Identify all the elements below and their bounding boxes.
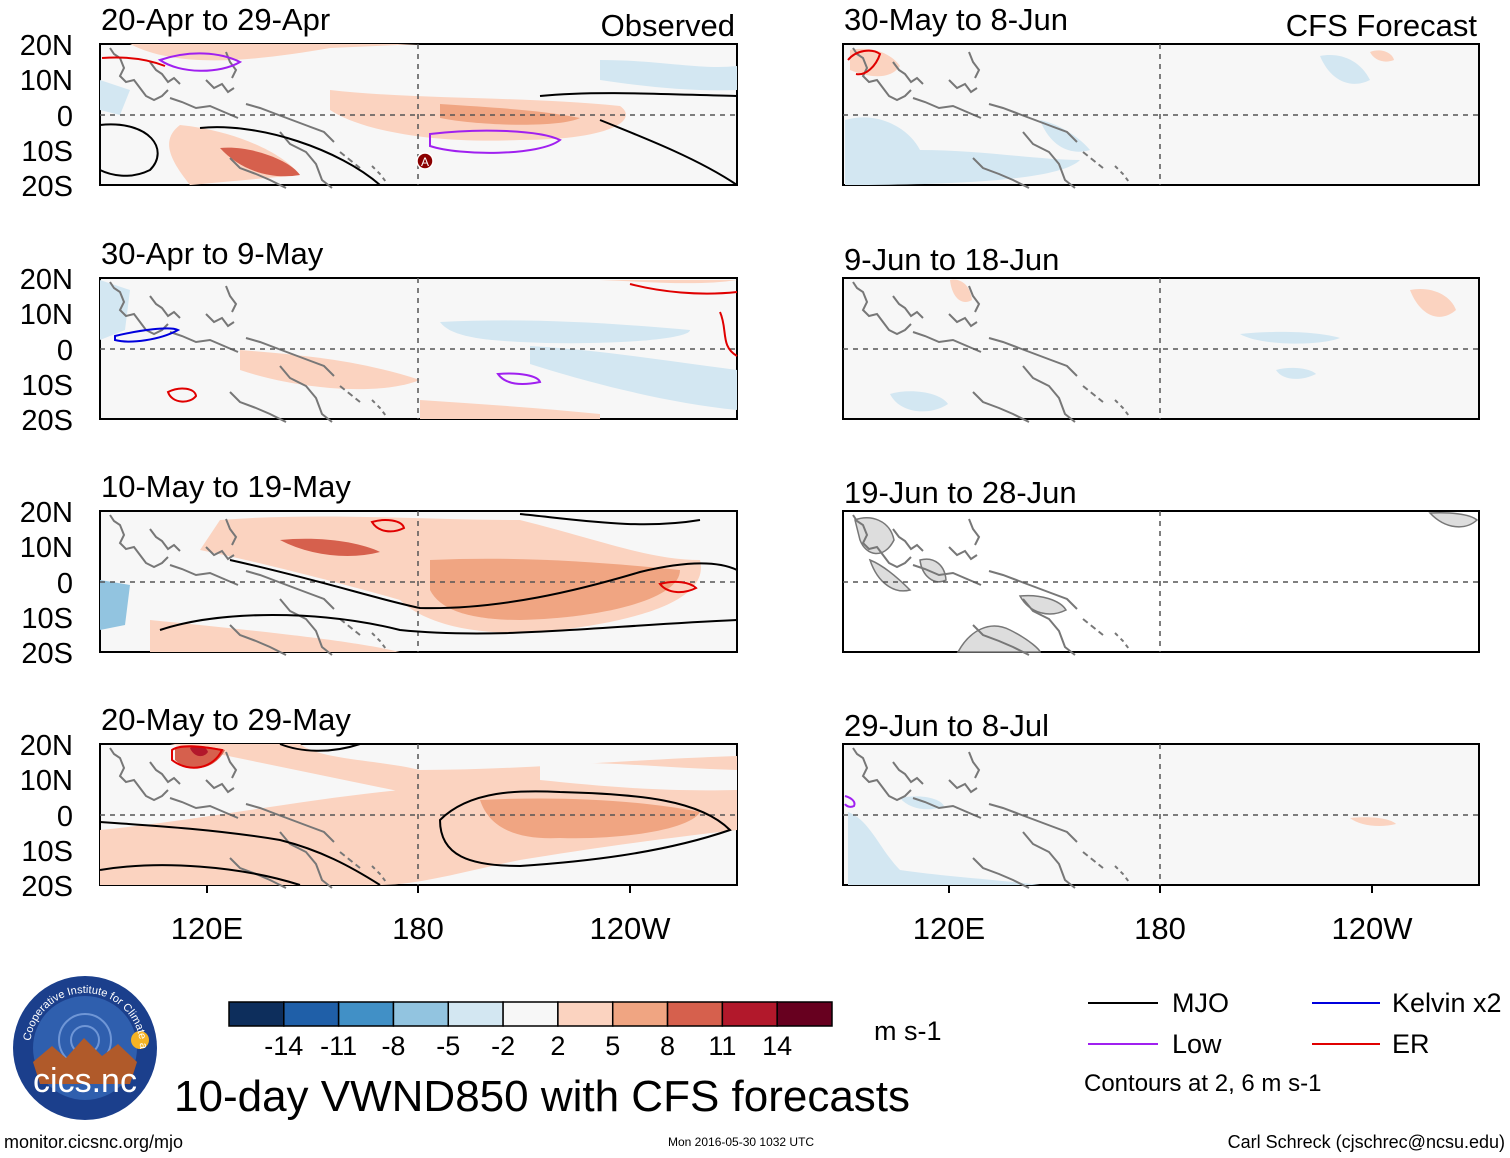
observed-panel-1-title: 20-Apr to 29-Apr [101, 2, 330, 37]
colorbar-cell [228, 1001, 285, 1027]
forecast-panel-3: 19-Jun to 28-Jun [842, 475, 1480, 656]
colorbar-cell [611, 1001, 669, 1027]
colorbar-tick-label: -8 [381, 1031, 405, 1061]
forecast-column-label: CFS Forecast [1286, 8, 1478, 43]
lat-tick: 10N [20, 65, 73, 97]
observed-panel-1: A 20-Apr to 29-Apr Observed [99, 2, 738, 189]
lat-axis-panel-4: 20N 10N 0 10S 20S [20, 730, 73, 903]
forecast-panel-2: 9-Jun to 18-Jun [842, 242, 1480, 423]
storm-marker-letter: A [421, 155, 429, 169]
figure-title: 10-day VWND850 with CFS forecasts [174, 1072, 910, 1121]
lat-tick: 20S [21, 638, 73, 670]
colorbar-tick-label: -11 [320, 1031, 357, 1061]
lat-axis-panel-3: 20N 10N 0 10S 20S [20, 497, 73, 670]
legend-note: Contours at 2, 6 m s-1 [1084, 1070, 1321, 1097]
lat-tick: 0 [57, 335, 73, 367]
colorbar-tick-label: 2 [550, 1031, 565, 1061]
colorbar-tick-label: 11 [708, 1031, 736, 1061]
lat-tick: 10S [21, 136, 73, 168]
lon-tick: 180 [392, 911, 444, 946]
lon-tick: 120E [913, 911, 985, 946]
legend: MJO Kelvin x2 Low ER Contours at 2, 6 m … [1084, 988, 1502, 1097]
lat-tick: 20N [20, 30, 73, 62]
lat-tick: 0 [57, 101, 73, 133]
observed-panel-2: 30-Apr to 9-May [99, 236, 738, 423]
website-link[interactable]: monitor.cicsnc.org/mjo [4, 1132, 183, 1152]
observed-panel-4: 20-May to 29-May [99, 702, 738, 889]
colorbar-cell [283, 1001, 340, 1027]
author-credit: Carl Schreck (cjschrec@ncsu.edu) [1228, 1132, 1505, 1152]
observed-panel-4-title: 20-May to 29-May [101, 702, 351, 737]
lat-tick: 10N [20, 299, 73, 331]
legend-label-mjo: MJO [1172, 988, 1229, 1018]
lat-tick: 0 [57, 801, 73, 833]
forecast-panel-2-title: 9-Jun to 18-Jun [844, 242, 1059, 277]
colorbar-tick-label: -2 [491, 1031, 515, 1061]
observed-panel-3: 10-May to 19-May [99, 469, 738, 656]
colorbar-cell [392, 1001, 450, 1027]
lon-tick: 120W [590, 911, 672, 946]
colorbar-tick-label: -14 [264, 1031, 303, 1061]
colorbar-tick-label: -5 [436, 1031, 460, 1061]
lat-axis-panel-1: 20N 10N 0 10S 20S [20, 30, 73, 203]
colorbar-tick-label: 5 [605, 1031, 620, 1061]
lat-tick: 20S [21, 405, 73, 437]
observed-panel-2-title: 30-Apr to 9-May [101, 236, 324, 271]
forecast-panel-3-title: 19-Jun to 28-Jun [844, 475, 1077, 510]
colorbar-cell [666, 1001, 724, 1027]
colorbar: -14 -11 -8 -5 -2 2 5 8 11 14 m s-1 [228, 1001, 942, 1061]
lon-tick: 120E [171, 911, 243, 946]
lat-tick: 10S [21, 370, 73, 402]
colorbar-cell [776, 1001, 833, 1027]
lat-axis-panel-2: 20N 10N 0 10S 20S [20, 264, 73, 437]
legend-label-kelvin: Kelvin x2 [1392, 988, 1502, 1018]
lat-tick: 20S [21, 871, 73, 903]
colorbar-tick-label: 14 [762, 1031, 792, 1061]
lat-tick: 20S [21, 171, 73, 203]
colorbar-cell [337, 1001, 395, 1027]
lat-tick: 10N [20, 532, 73, 564]
lon-axis-observed: 120E 180 120W [171, 885, 671, 946]
colorbar-cell [721, 1001, 778, 1027]
lat-tick: 10S [21, 603, 73, 635]
forecast-panel-4-title: 29-Jun to 8-Jul [844, 708, 1049, 743]
lat-tick: 20N [20, 497, 73, 529]
colorbar-cell [447, 1001, 504, 1027]
timestamp: Mon 2016-05-30 1032 UTC [668, 1135, 814, 1149]
colorbar-cell [557, 1001, 614, 1027]
lat-tick: 20N [20, 730, 73, 762]
lat-tick: 10S [21, 836, 73, 868]
forecast-panel-1: 30-May to 8-Jun CFS Forecast [842, 2, 1480, 189]
forecast-panel-1-title: 30-May to 8-Jun [844, 2, 1068, 37]
legend-label-er: ER [1392, 1029, 1430, 1059]
logo-text: cics.nc [33, 1062, 137, 1100]
forecast-panel-4: 29-Jun to 8-Jul [842, 708, 1480, 889]
legend-label-low: Low [1172, 1029, 1222, 1059]
lat-tick: 20N [20, 264, 73, 296]
lon-axis-forecast: 120E 180 120W [913, 885, 1413, 946]
lon-tick: 180 [1134, 911, 1186, 946]
colorbar-cell [502, 1001, 559, 1027]
lat-tick: 0 [57, 568, 73, 600]
colorbar-tick-label: 8 [660, 1031, 675, 1061]
observed-panel-3-title: 10-May to 19-May [101, 469, 351, 504]
lon-tick: 120W [1332, 911, 1414, 946]
colorbar-units: m s-1 [874, 1016, 942, 1046]
lat-tick: 10N [20, 765, 73, 797]
observed-column-label: Observed [601, 8, 735, 43]
